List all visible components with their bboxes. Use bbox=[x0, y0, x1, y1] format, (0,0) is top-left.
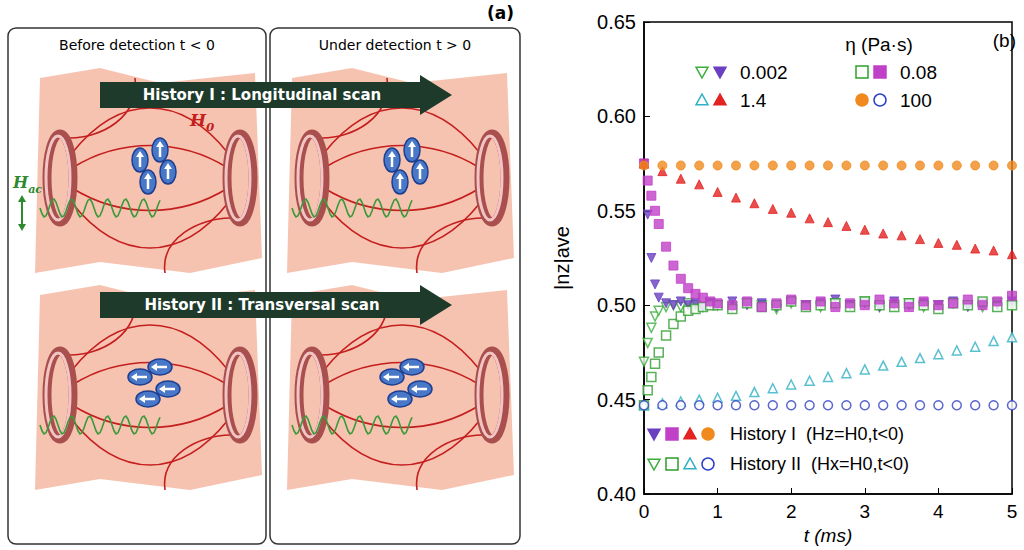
svg-text:0.45: 0.45 bbox=[597, 389, 636, 411]
svg-text:0.65: 0.65 bbox=[597, 11, 636, 33]
svg-text:History I (Hz=H0,t<0): History I (Hz=H0,t<0) bbox=[730, 424, 904, 444]
svg-text:0.60: 0.60 bbox=[597, 105, 636, 127]
svg-text:100: 100 bbox=[900, 90, 932, 111]
svg-text:(b): (b) bbox=[993, 30, 1016, 51]
svg-text:5: 5 bbox=[1007, 501, 1018, 522]
svg-text:History II (Hx=H0,t<0): History II (Hx=H0,t<0) bbox=[730, 454, 909, 474]
svg-text:0.002: 0.002 bbox=[740, 62, 788, 83]
svg-text:History I : Longitudinal scan: History I : Longitudinal scan bbox=[143, 86, 381, 104]
svg-text:3: 3 bbox=[860, 501, 871, 522]
svg-text:0.50: 0.50 bbox=[597, 294, 636, 316]
svg-text:η (Pa·s): η (Pa·s) bbox=[845, 34, 913, 55]
svg-text:4: 4 bbox=[933, 501, 944, 522]
svg-text:Before detection t < 0: Before detection t < 0 bbox=[59, 37, 215, 53]
svg-text:0: 0 bbox=[639, 501, 650, 522]
svg-text:t (ms): t (ms) bbox=[804, 525, 853, 546]
svg-text:2: 2 bbox=[786, 501, 797, 522]
svg-text:Under detection t > 0: Under detection t > 0 bbox=[319, 37, 471, 53]
svg-text:History II : Transversal scan: History II : Transversal scan bbox=[144, 296, 379, 314]
svg-text:H0: H0 bbox=[189, 110, 215, 134]
svg-text:(a): (a) bbox=[487, 3, 514, 23]
svg-text:|nz|ave: |nz|ave bbox=[551, 226, 573, 290]
svg-text:0.55: 0.55 bbox=[597, 200, 636, 222]
svg-text:1.4: 1.4 bbox=[740, 90, 767, 111]
svg-text:0.08: 0.08 bbox=[900, 62, 937, 83]
svg-text:1: 1 bbox=[712, 501, 723, 522]
svg-text:Hac: Hac bbox=[12, 173, 42, 196]
svg-text:0.40: 0.40 bbox=[597, 483, 636, 505]
